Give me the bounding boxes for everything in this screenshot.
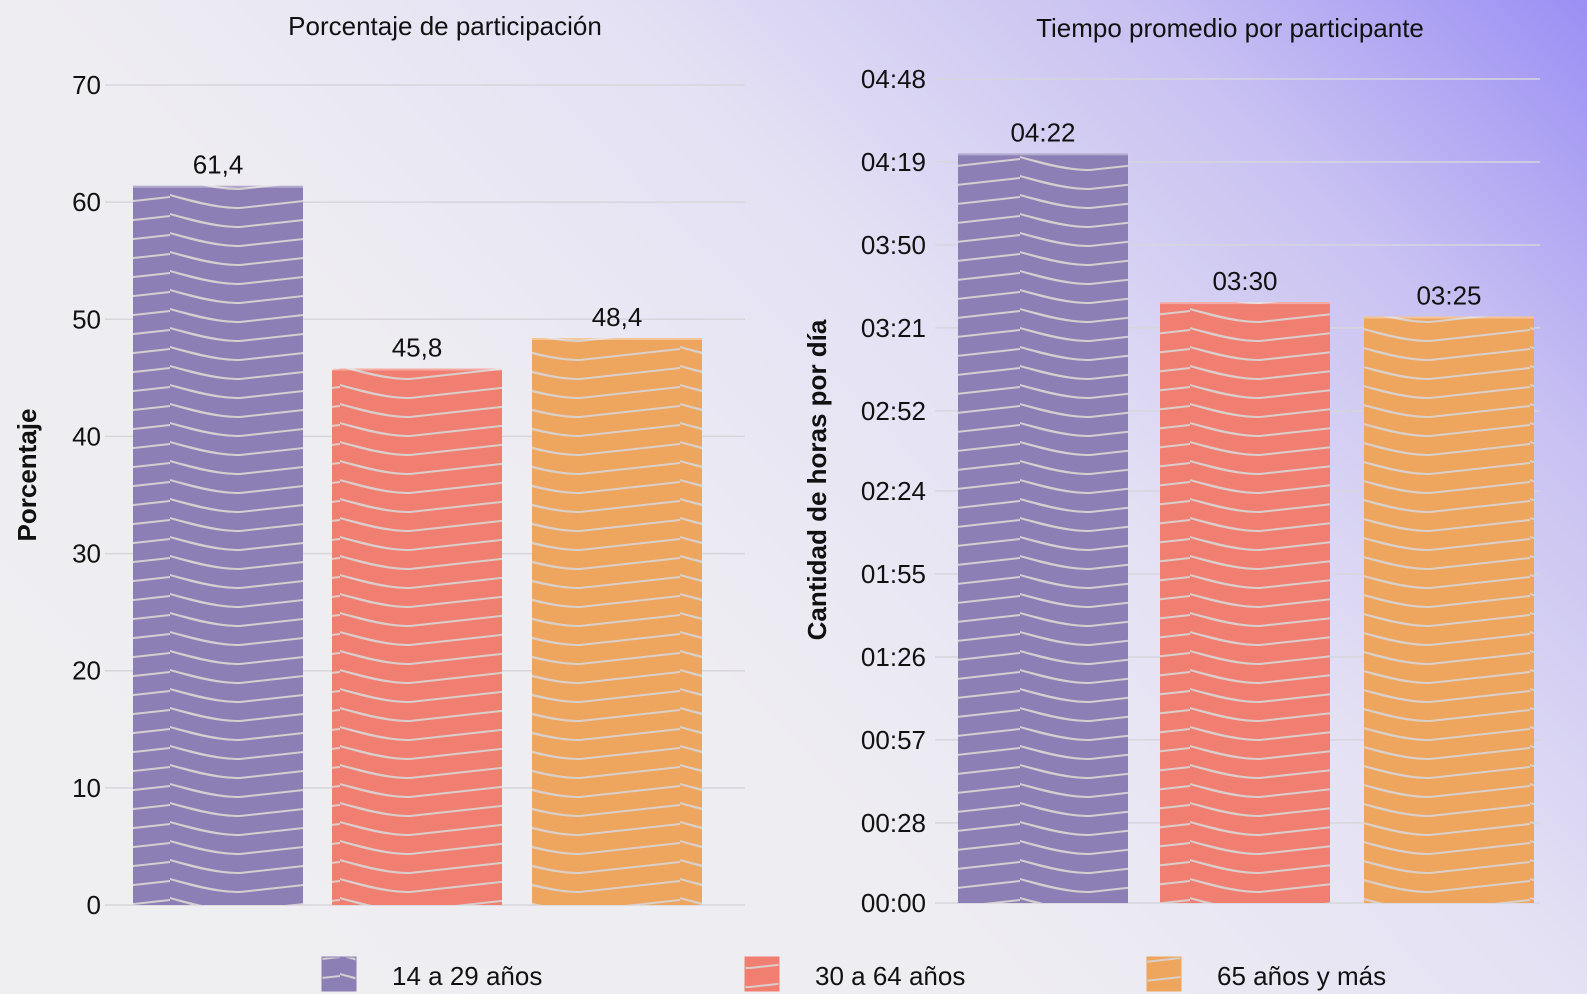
y-tick-label: 50: [72, 304, 101, 334]
y-tick-label: 70: [72, 70, 101, 100]
legend-swatch: [1146, 956, 1182, 992]
legend-item: 14 a 29 años: [321, 956, 542, 992]
y-tick-label: 02:24: [861, 476, 926, 506]
legend-swatch: [744, 956, 780, 992]
y-tick-label: 03:21: [861, 313, 926, 343]
y-tick-label: 03:50: [861, 230, 926, 260]
bar-value-label: 48,4: [592, 302, 643, 332]
bar-value-label: 03:25: [1416, 280, 1481, 310]
bar: [1160, 302, 1330, 904]
y-tick-label: 60: [72, 187, 101, 217]
bar-value-label: 61,4: [193, 150, 244, 180]
bar: [332, 368, 502, 905]
bar: [1364, 316, 1534, 903]
legend-label: 14 a 29 años: [392, 961, 542, 991]
y-axis-label: Cantidad de horas por día: [802, 319, 832, 640]
chart-title: Tiempo promedio por participante: [1036, 13, 1424, 43]
y-tick-label: 04:19: [861, 147, 926, 177]
y-tick-label: 02:52: [861, 396, 926, 426]
legend: 14 a 29 años 30 a 64 años 65 años y más: [321, 956, 1386, 992]
bar: [133, 185, 303, 905]
y-axis-label: Porcentaje: [12, 409, 42, 542]
chart-average-time: Tiempo promedio por participante Cantida…: [802, 13, 1540, 918]
bar: [532, 338, 702, 905]
y-tick-label: 00:00: [861, 888, 926, 918]
y-tick-label: 01:26: [861, 642, 926, 672]
legend-label: 30 a 64 años: [815, 961, 965, 991]
bar-value-label: 45,8: [392, 332, 443, 362]
bar: [958, 153, 1128, 903]
legend-swatch: [321, 956, 357, 992]
bar-value-label: 03:30: [1212, 266, 1277, 296]
legend-item: 65 años y más: [1146, 956, 1386, 992]
y-tick-label: 40: [72, 421, 101, 451]
legend-item: 30 a 64 años: [744, 956, 965, 992]
y-tick-label: 00:28: [861, 808, 926, 838]
y-tick-label: 10: [72, 773, 101, 803]
y-tick-label: 20: [72, 656, 101, 686]
y-tick-label: 01:55: [861, 559, 926, 589]
y-tick-label: 0: [87, 890, 101, 920]
legend-label: 65 años y más: [1217, 961, 1386, 991]
bar-value-label: 04:22: [1010, 117, 1075, 147]
y-tick-label: 30: [72, 539, 101, 569]
chart-title: Porcentaje de participación: [288, 11, 602, 41]
y-tick-label: 04:48: [861, 64, 926, 94]
chart-participation: Porcentaje de participación Porcentaje 0…: [12, 11, 745, 920]
y-tick-label: 00:57: [861, 725, 926, 755]
